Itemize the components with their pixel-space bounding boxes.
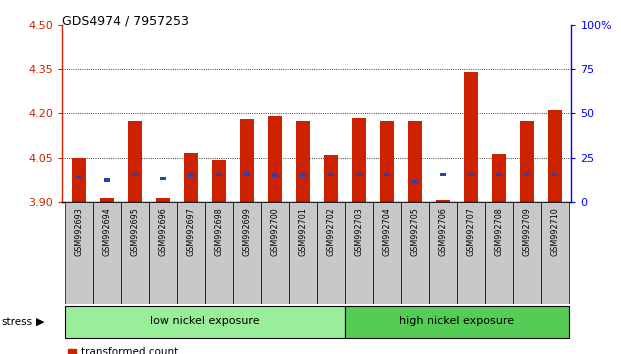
Bar: [289, 202, 317, 304]
Text: GSM992710: GSM992710: [550, 207, 559, 256]
Text: GSM992709: GSM992709: [522, 207, 531, 256]
Text: GSM992703: GSM992703: [354, 207, 363, 256]
Bar: [261, 202, 289, 304]
Bar: [160, 177, 166, 180]
Bar: [345, 202, 373, 304]
Bar: [300, 173, 306, 177]
Text: GSM992707: GSM992707: [466, 207, 475, 256]
Bar: [240, 119, 254, 202]
Text: stress: stress: [1, 317, 32, 327]
Bar: [188, 173, 194, 177]
Bar: [149, 202, 177, 304]
Bar: [356, 173, 361, 176]
Text: GSM992693: GSM992693: [75, 207, 83, 256]
Bar: [156, 198, 170, 202]
Text: GSM992708: GSM992708: [494, 207, 503, 256]
Bar: [468, 172, 474, 176]
Bar: [345, 306, 568, 338]
Text: transformed count: transformed count: [81, 347, 179, 354]
Bar: [212, 160, 226, 202]
Text: GDS4974 / 7957253: GDS4974 / 7957253: [62, 14, 189, 27]
Bar: [428, 202, 456, 304]
Bar: [121, 202, 149, 304]
Text: GSM992696: GSM992696: [158, 207, 167, 256]
Text: GSM992702: GSM992702: [326, 207, 335, 256]
Bar: [324, 155, 338, 202]
Bar: [104, 178, 110, 182]
Bar: [407, 121, 422, 202]
Bar: [205, 202, 233, 304]
Bar: [548, 110, 561, 202]
Text: GSM992706: GSM992706: [438, 207, 447, 256]
Bar: [512, 202, 540, 304]
Text: GSM992700: GSM992700: [270, 207, 279, 256]
Bar: [328, 172, 333, 176]
Bar: [233, 202, 261, 304]
Bar: [520, 121, 533, 202]
Bar: [65, 306, 345, 338]
Bar: [296, 121, 310, 202]
Text: GSM992694: GSM992694: [102, 207, 111, 256]
Bar: [464, 72, 478, 202]
Bar: [373, 202, 401, 304]
Bar: [268, 116, 282, 202]
Bar: [384, 172, 389, 176]
Bar: [128, 121, 142, 202]
Bar: [412, 180, 417, 183]
Bar: [72, 158, 86, 202]
Bar: [184, 153, 198, 202]
Bar: [456, 202, 484, 304]
Text: GSM992704: GSM992704: [382, 207, 391, 256]
Text: GSM992705: GSM992705: [410, 207, 419, 256]
Bar: [484, 202, 512, 304]
Bar: [540, 202, 568, 304]
Bar: [65, 202, 93, 304]
Text: high nickel exposure: high nickel exposure: [399, 316, 514, 326]
Bar: [551, 172, 558, 176]
Text: low nickel exposure: low nickel exposure: [150, 316, 260, 326]
Bar: [440, 173, 445, 176]
Bar: [351, 118, 366, 202]
Text: GSM992697: GSM992697: [186, 207, 195, 256]
Bar: [379, 121, 394, 202]
Bar: [132, 172, 138, 176]
Bar: [272, 173, 278, 177]
Text: GSM992701: GSM992701: [298, 207, 307, 256]
Text: ▶: ▶: [36, 317, 45, 327]
Bar: [100, 198, 114, 202]
Bar: [401, 202, 428, 304]
Bar: [177, 202, 205, 304]
Bar: [216, 173, 222, 176]
Text: GSM992695: GSM992695: [130, 207, 139, 256]
Bar: [244, 172, 250, 176]
Bar: [93, 202, 121, 304]
Bar: [524, 173, 530, 176]
Bar: [435, 200, 450, 202]
Bar: [317, 202, 345, 304]
Text: GSM992699: GSM992699: [242, 207, 252, 256]
Bar: [492, 154, 505, 202]
Text: GSM992698: GSM992698: [214, 207, 224, 256]
Bar: [76, 175, 82, 178]
Bar: [496, 172, 502, 176]
